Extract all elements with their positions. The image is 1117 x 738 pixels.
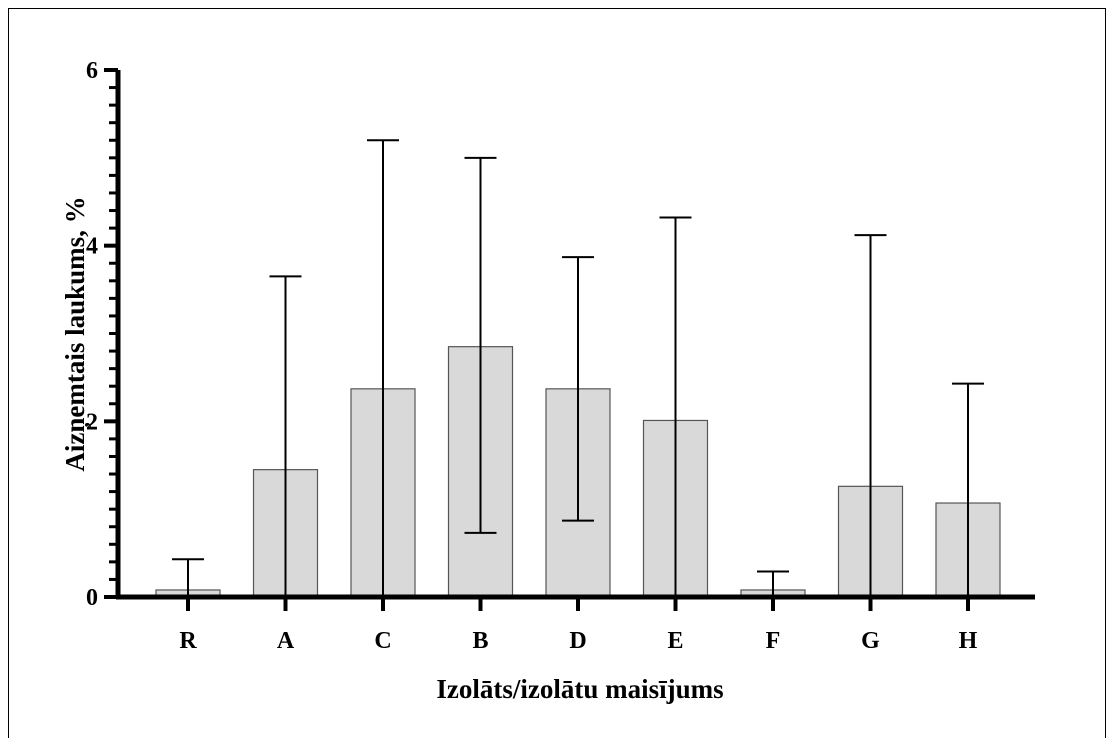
x-tick-label-E: E bbox=[667, 628, 683, 654]
y-tick-label-0: 0 bbox=[86, 585, 98, 611]
chart-frame bbox=[8, 8, 1106, 738]
x-tick-label-D: D bbox=[569, 628, 586, 654]
x-tick-label-R: R bbox=[179, 628, 197, 654]
x-tick-label-A: A bbox=[277, 628, 295, 654]
x-tick-label-G: G bbox=[861, 628, 880, 654]
x-axis-title: Izolāts/izolātu maisījums bbox=[436, 674, 723, 704]
y-ticks-group: 0 2 4 6 bbox=[86, 58, 118, 611]
x-tick-label-C: C bbox=[374, 628, 391, 654]
x-tick-label-H: H bbox=[959, 628, 978, 654]
x-tick-label-B: B bbox=[472, 628, 488, 654]
y-tick-label-6: 6 bbox=[86, 58, 98, 84]
y-tick-label-4: 4 bbox=[86, 234, 98, 260]
y-axis-title: Aizņemtais laukums, % bbox=[60, 196, 92, 471]
error-bars-group bbox=[172, 139, 984, 597]
y-tick-label-2: 2 bbox=[86, 409, 98, 435]
x-tick-label-F: F bbox=[766, 628, 781, 654]
